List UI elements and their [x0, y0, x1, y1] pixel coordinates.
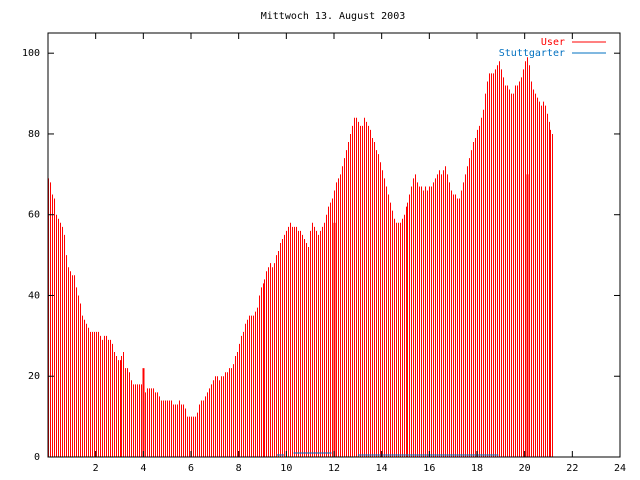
- chart-title: Mittwoch 13. August 2003: [261, 11, 406, 22]
- legend-label-user: User: [541, 37, 565, 48]
- x-tick-label: 2: [93, 463, 99, 474]
- legend-label-stuttgarter: Stuttgarter: [499, 48, 565, 59]
- y-axis: 0 20 40 60 80 100: [22, 48, 620, 463]
- x-axis: 2 4 6 8 10 12 14 16 18 20 22 24: [93, 33, 626, 474]
- stuttgarter-series: [276, 452, 499, 456]
- x-tick-label: 14: [376, 463, 388, 474]
- user-bars: [48, 57, 553, 457]
- x-tick-label: 8: [236, 463, 242, 474]
- x-tick-label: 4: [140, 463, 146, 474]
- y-tick-label: 80: [28, 129, 40, 140]
- x-tick-label: 10: [280, 463, 292, 474]
- user-bar-emphasized: [333, 222, 336, 457]
- emphasized-markers: [142, 174, 529, 458]
- x-tick-label: 24: [614, 463, 626, 474]
- y-tick-label: 20: [28, 371, 40, 382]
- y-tick-label: 100: [22, 48, 40, 59]
- y-tick-label: 60: [28, 210, 40, 221]
- x-tick-label: 12: [328, 463, 340, 474]
- x-tick-label: 6: [188, 463, 194, 474]
- y-tick-label: 0: [34, 452, 40, 463]
- legend: User Stuttgarter: [499, 37, 606, 59]
- y-tick-label: 40: [28, 290, 40, 301]
- x-tick-label: 16: [423, 463, 435, 474]
- user-bar-emphasized: [526, 174, 529, 458]
- x-tick-label: 18: [471, 463, 483, 474]
- user-bar-emphasized: [142, 368, 145, 457]
- x-tick-label: 22: [566, 463, 578, 474]
- x-tick-label: 20: [519, 463, 531, 474]
